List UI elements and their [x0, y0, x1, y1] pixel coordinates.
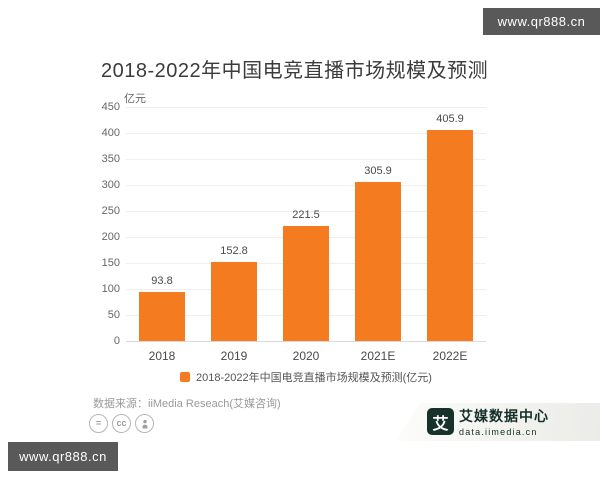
legend-label: 2018-2022年中国电竞直播市场规模及预测(亿元) — [196, 372, 432, 384]
y-axis-tick-label: 350 — [101, 153, 120, 165]
bar-value-label: 93.8 — [151, 275, 173, 287]
gridline — [126, 185, 486, 186]
y-axis-unit-label: 亿元 — [124, 93, 146, 105]
person-icon — [135, 414, 154, 433]
x-axis-tick-label: 2022E — [432, 349, 468, 363]
bar-2019 — [211, 262, 257, 341]
gridline — [126, 133, 486, 134]
y-axis-tick-label: 100 — [101, 283, 120, 295]
data-source-text: 数据来源：iiMedia Reseach(艾媒咨询) — [93, 398, 281, 410]
bar-value-label: 305.9 — [364, 165, 392, 177]
y-axis-tick-label: 300 — [101, 179, 120, 191]
chart-legend: 2018-2022年中国电竞直播市场规模及预测(亿元) — [126, 369, 486, 385]
watermark-text: www.qr888.cn — [19, 449, 107, 464]
y-axis-tick-label: 450 — [101, 101, 120, 113]
x-axis-line — [126, 341, 486, 342]
x-axis-tick-label: 2019 — [220, 349, 248, 363]
watermark-banner-top: www.qr888.cn — [483, 8, 600, 35]
bar-2020 — [283, 226, 329, 341]
gridline — [126, 107, 486, 108]
gridline — [126, 211, 486, 212]
y-axis-tick-label: 200 — [101, 231, 120, 243]
watermark-text: www.qr888.cn — [497, 14, 586, 29]
bar-2021E — [355, 182, 401, 341]
bar-2022E — [427, 130, 473, 341]
license-icons-row: = cc — [89, 414, 154, 433]
equals-icon: = — [89, 414, 108, 433]
iimedia-logo-text: 艾媒数据中心 data.iimedia.cn — [459, 406, 549, 437]
x-axis-tick-label: 2020 — [292, 349, 320, 363]
y-axis-tick-label: 250 — [101, 205, 120, 217]
iimedia-logo-domain: data.iimedia.cn — [459, 427, 538, 437]
legend-swatch — [180, 372, 191, 382]
x-axis-tick-label: 2021E — [360, 349, 396, 363]
cc-icon: cc — [112, 414, 131, 433]
iimedia-logo-icon: 艾 — [427, 408, 454, 435]
y-axis-tick-label: 0 — [113, 335, 120, 347]
y-axis-tick-label: 150 — [101, 257, 120, 269]
x-axis-tick-label: 2018 — [148, 349, 176, 363]
bar-value-label: 152.8 — [220, 245, 248, 257]
bar-chart-plot-area: 亿元 450 400 350 300 250 200 150 100 50 0 93.8 2018 15… — [102, 93, 486, 363]
bar-value-label: 221.5 — [292, 209, 320, 221]
chart-title: 2018-2022年中国电竞直播市场规模及预测 — [101, 60, 489, 82]
iimedia-ribbon: 艾 艾媒数据中心 data.iimedia.cn — [396, 403, 600, 441]
y-axis-tick-label: 50 — [107, 309, 120, 321]
bar-2018 — [139, 292, 185, 341]
y-axis-tick-label: 400 — [101, 127, 120, 139]
bar-value-label: 405.9 — [436, 113, 464, 125]
watermark-banner-bottom: www.qr888.cn — [8, 442, 118, 471]
gridline — [126, 159, 486, 160]
iimedia-logo-name: 艾媒数据中心 — [459, 408, 549, 424]
